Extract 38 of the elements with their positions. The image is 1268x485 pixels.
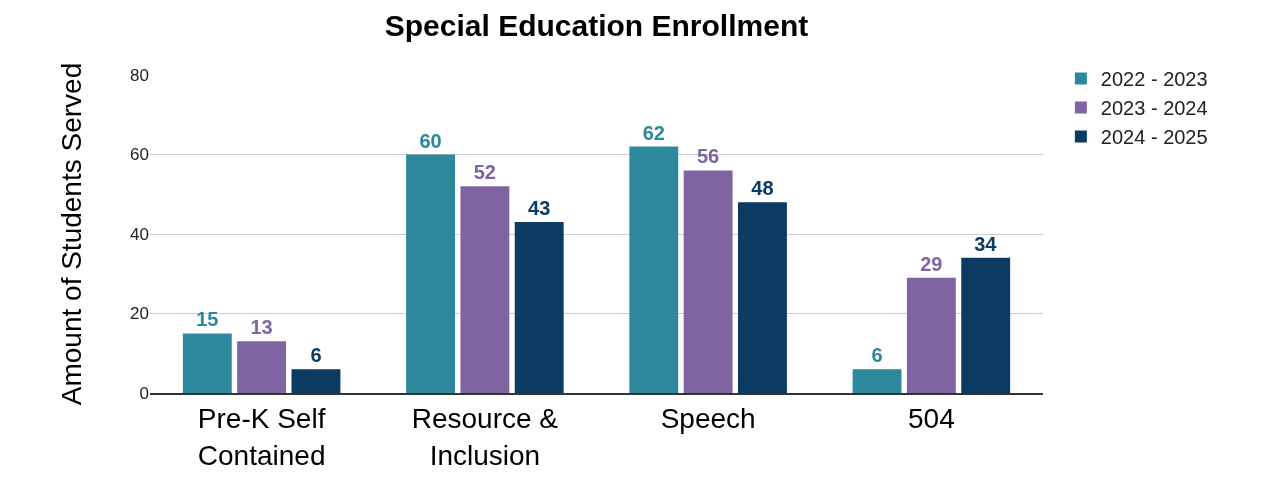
bar (237, 341, 287, 393)
bar (738, 202, 787, 393)
legend-label: 2022 - 2023 (1100, 68, 1208, 91)
bar (906, 277, 956, 393)
x-tick-label: Pre-K Self Contained (197, 403, 326, 471)
y-tick-label: 80 (130, 65, 149, 85)
bar (406, 154, 455, 393)
x-tick-label: Speech (660, 403, 756, 435)
bar (291, 369, 341, 393)
data-label: 34 (974, 232, 998, 255)
data-label: 48 (751, 177, 774, 200)
bar (961, 257, 1011, 393)
y-tick-label: 60 (130, 145, 149, 165)
bar (514, 222, 564, 393)
bar (629, 146, 679, 393)
y-tick-label: 40 (130, 224, 149, 244)
data-label: 56 (697, 145, 720, 168)
data-label: 62 (642, 121, 665, 144)
legend-label: 2023 - 2024 (1100, 97, 1208, 120)
data-label: 6 (310, 344, 322, 367)
bar (182, 333, 232, 393)
data-label: 43 (528, 197, 551, 220)
data-label: 29 (920, 252, 943, 275)
legend-label: 2024 - 2025 (1100, 126, 1208, 149)
data-label: 15 (196, 308, 219, 331)
chart-title: Special Education Enrollment (384, 8, 809, 42)
y-tick-label: 20 (130, 304, 149, 324)
data-label: 60 (419, 129, 442, 152)
x-tick-label: 504 (908, 403, 955, 435)
data-label: 13 (250, 316, 273, 339)
data-label: 52 (473, 161, 496, 184)
data-label: 6 (871, 344, 883, 367)
bar (683, 170, 733, 393)
bar (852, 369, 902, 393)
bar (460, 186, 510, 393)
y-axis-title: Amount of Students Served (55, 62, 87, 406)
y-tick-label: 0 (139, 383, 149, 403)
x-tick-label: Resource & Inclusion (411, 403, 559, 471)
